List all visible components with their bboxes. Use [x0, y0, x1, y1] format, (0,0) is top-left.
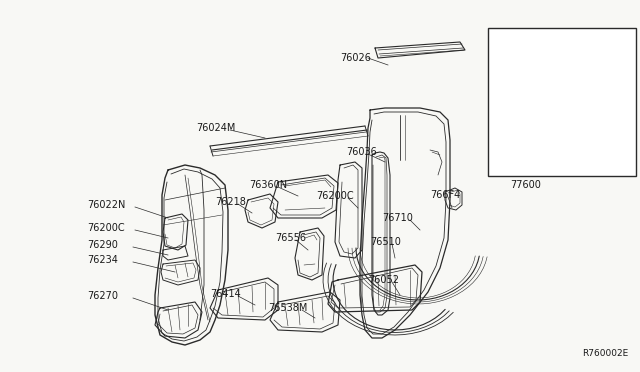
Text: 76024M: 76024M: [196, 123, 236, 133]
Text: 76414: 76414: [210, 289, 241, 299]
Text: 7603B: 7603B: [492, 30, 524, 40]
Text: 76200C: 76200C: [87, 223, 125, 233]
Text: 76290: 76290: [87, 240, 118, 250]
Text: 76218: 76218: [215, 197, 246, 207]
Text: 766F4: 766F4: [430, 190, 460, 200]
Text: 76022N: 76022N: [87, 200, 125, 210]
Text: 77600: 77600: [510, 180, 541, 190]
Text: 76556: 76556: [275, 233, 306, 243]
Text: 76234: 76234: [87, 255, 118, 265]
Bar: [488, 28, 636, 176]
Text: 76036: 76036: [346, 147, 377, 157]
Text: R760002E: R760002E: [582, 349, 628, 358]
Text: 76052: 76052: [368, 275, 399, 285]
Text: 76360N: 76360N: [249, 180, 287, 190]
Text: 76538M: 76538M: [268, 303, 307, 313]
Text: 76200C: 76200C: [316, 191, 354, 201]
Text: 76026: 76026: [340, 53, 371, 63]
Text: 76510: 76510: [370, 237, 401, 247]
Text: 76270: 76270: [87, 291, 118, 301]
Text: 76710: 76710: [382, 213, 413, 223]
